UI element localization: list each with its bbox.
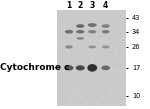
Ellipse shape	[88, 30, 96, 33]
Bar	[57, 11, 126, 106]
Ellipse shape	[102, 46, 110, 48]
Text: 43: 43	[132, 15, 140, 21]
Text: Cytochrome c: Cytochrome c	[0, 63, 69, 72]
Ellipse shape	[87, 64, 97, 72]
Text: 26: 26	[132, 44, 141, 50]
Ellipse shape	[64, 65, 74, 71]
Text: 4: 4	[103, 1, 108, 10]
Ellipse shape	[102, 24, 110, 28]
Text: 1: 1	[66, 1, 72, 10]
Ellipse shape	[102, 30, 110, 33]
Ellipse shape	[88, 46, 96, 48]
Ellipse shape	[76, 30, 84, 34]
Ellipse shape	[65, 45, 73, 49]
Text: 34: 34	[132, 29, 140, 35]
Text: 17: 17	[132, 65, 140, 71]
Ellipse shape	[76, 37, 84, 40]
Ellipse shape	[88, 23, 97, 27]
Ellipse shape	[101, 66, 110, 70]
Ellipse shape	[76, 24, 84, 28]
Text: 3: 3	[90, 1, 95, 10]
Ellipse shape	[65, 30, 73, 34]
Text: 10: 10	[132, 93, 140, 99]
Text: 2: 2	[78, 1, 83, 10]
Ellipse shape	[76, 65, 85, 71]
